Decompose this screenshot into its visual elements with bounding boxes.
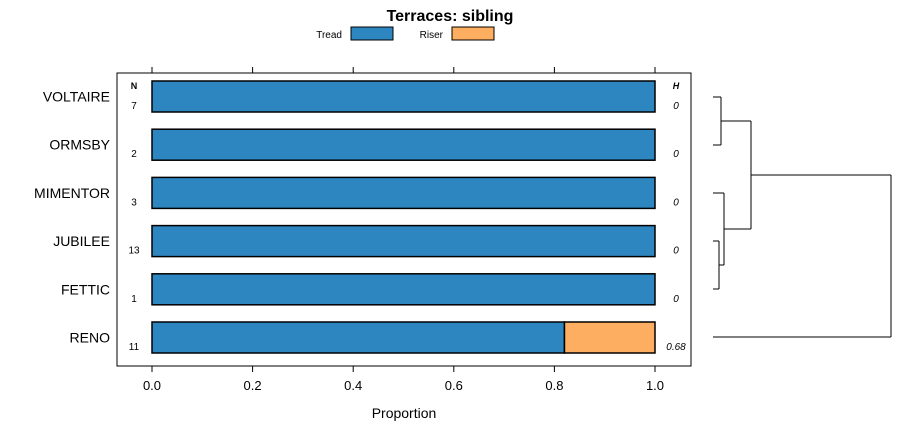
- n-value: 7: [131, 101, 137, 112]
- x-tick-label: 0.2: [244, 378, 262, 393]
- x-tick-label: 0.0: [143, 378, 161, 393]
- axes: 0.0 0.2 0.4 0.6 0.8 1.0: [143, 67, 664, 393]
- dendrogram: [713, 96, 892, 338]
- h-value: 0: [673, 246, 679, 257]
- x-axis-title: Proportion: [372, 405, 437, 421]
- n-value: 3: [131, 197, 137, 208]
- h-value: 0.68: [666, 342, 686, 353]
- x-tick-label: 0.4: [344, 378, 362, 393]
- legend-swatch-riser: [451, 26, 495, 41]
- bar-tread-fettic: [151, 273, 656, 306]
- bar-tread-jubilee: [151, 224, 656, 258]
- h-column-header: H: [673, 81, 680, 91]
- h-value: 0: [673, 101, 679, 112]
- n-column-header: N: [131, 81, 138, 91]
- legend: Tread Riser: [316, 26, 495, 41]
- row-label-jubilee: JUBILEE: [53, 233, 110, 249]
- legend-label-riser: Riser: [420, 30, 444, 41]
- bar-riser-reno: [563, 321, 656, 354]
- h-value: 0: [673, 197, 679, 208]
- legend-label-tread: Tread: [316, 30, 342, 41]
- row-labels: VOLTAIRE 7 0 ORMSBY 2 0 MIMENTOR 3 0 JUBILEE 13 0 FE…: [34, 89, 686, 354]
- bar-tread-reno: [151, 321, 566, 354]
- row-label-ormsby: ORMSBY: [49, 137, 110, 153]
- n-value: 2: [131, 149, 137, 160]
- h-value: 0: [673, 149, 679, 160]
- n-value: 13: [128, 246, 140, 257]
- bar-tread-ormsby: [151, 128, 656, 161]
- n-value: 1: [131, 294, 137, 305]
- row-label-voltaire: VOLTAIRE: [43, 89, 110, 105]
- x-tick-label: 1.0: [646, 378, 664, 393]
- x-tick-label: 0.6: [445, 378, 463, 393]
- x-tick-label: 0.8: [545, 378, 563, 393]
- bar-tread-voltaire: [151, 80, 656, 113]
- row-label-mimentor: MIMENTOR: [34, 185, 110, 201]
- legend-swatch-tread: [350, 26, 394, 41]
- row-label-reno: RENO: [70, 330, 111, 346]
- n-value: 11: [129, 342, 140, 353]
- bar-tread-mimentor: [151, 176, 656, 210]
- plot-frame: [116, 72, 692, 367]
- bars: [151, 80, 656, 354]
- chart-title: Terraces: sibling: [387, 8, 514, 25]
- row-label-fettic: FETTIC: [61, 281, 110, 297]
- h-value: 0: [673, 294, 679, 305]
